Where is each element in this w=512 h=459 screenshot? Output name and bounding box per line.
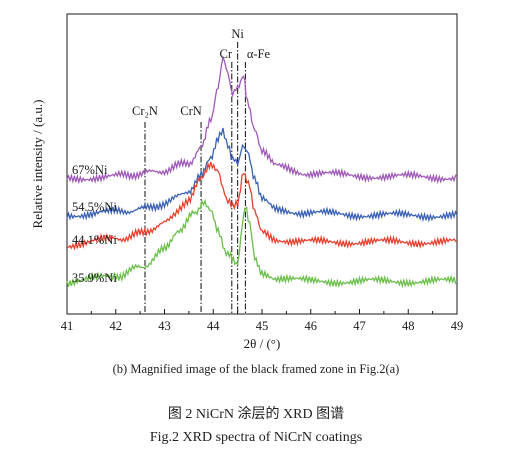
x-tick-label: 46	[305, 319, 318, 333]
series-line	[66, 127, 458, 223]
reference-label: Ni	[231, 27, 244, 41]
series-line	[66, 54, 458, 185]
x-tick-label: 48	[402, 319, 415, 333]
series-label: 35.9%Ni	[72, 271, 117, 285]
x-tick-label: 49	[451, 319, 464, 333]
reference-label: CrN	[180, 104, 202, 118]
x-tick-label: 42	[110, 319, 123, 333]
y-axis-label: Relative intensity / (a.u.)	[30, 100, 45, 229]
reference-label: α-Fe	[247, 47, 271, 61]
series-label: 54.5%Ni	[72, 200, 117, 214]
subcaption: (b) Magnified image of the black framed …	[112, 362, 400, 376]
series-line	[66, 198, 458, 289]
x-tick-label: 43	[158, 319, 171, 333]
x-tick-label: 41	[61, 319, 74, 333]
figure-caption-en: Fig.2 XRD spectra of NiCrN coatings	[149, 430, 363, 445]
x-tick-label: 45	[256, 319, 269, 333]
x-tick-label: 44	[207, 319, 220, 333]
x-axis-label: 2θ / (°)	[244, 336, 281, 351]
figure-caption-cn: 图 2 NiCrN 涂层的 XRD 图谱	[167, 407, 345, 422]
reference-label: Cr₂N	[132, 104, 158, 118]
x-tick-label: 47	[353, 319, 366, 333]
series-label: 67%Ni	[72, 163, 108, 177]
reference-label: Cr	[220, 47, 233, 61]
series-line	[66, 161, 458, 251]
series-label: 44.1%Ni	[72, 233, 117, 247]
xrd-chart: 67%Ni 54.5%Ni 44.1%Ni 35.9%Ni Cr₂N CrN Cr Niα-…	[30, 13, 464, 351]
